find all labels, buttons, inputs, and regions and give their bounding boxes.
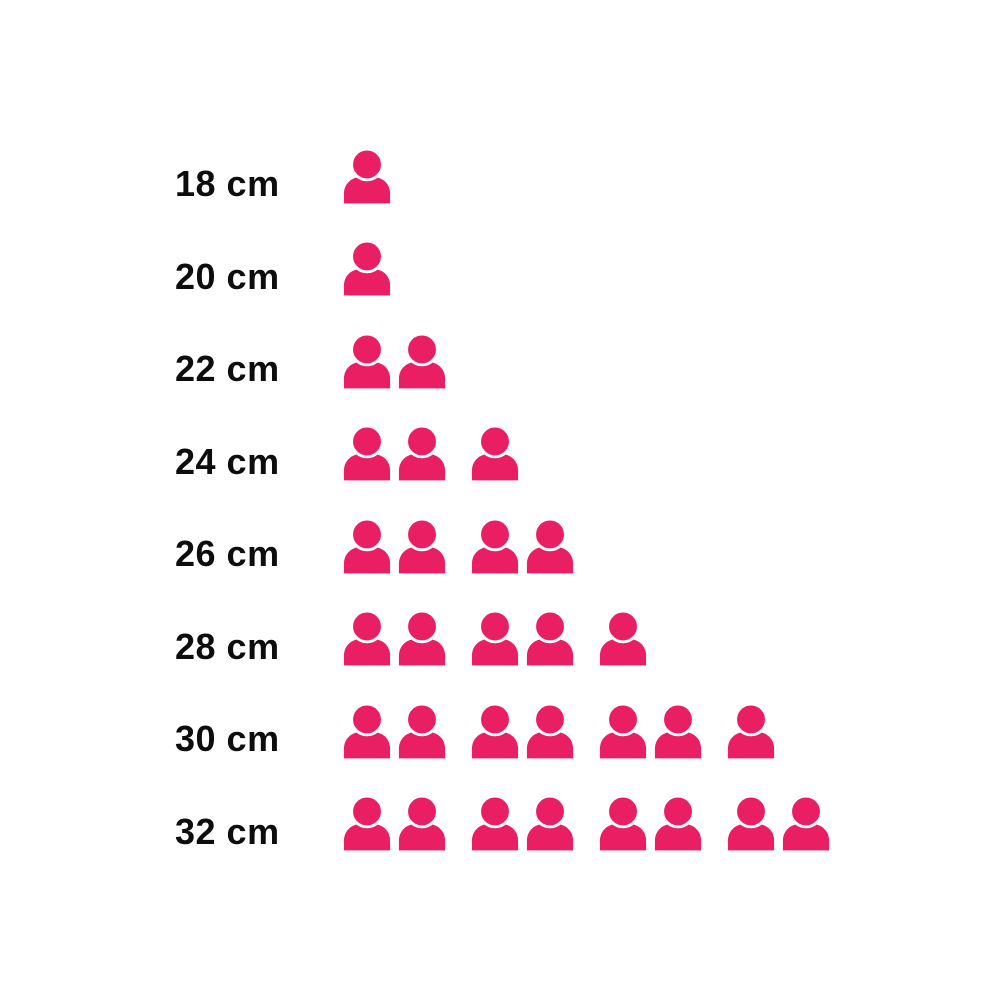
person-icon [398, 702, 446, 759]
person-icon [471, 517, 519, 574]
pictogram-row: 28 cm [175, 592, 831, 685]
person-icon [654, 794, 702, 851]
icon-pair-group [342, 332, 447, 389]
person-icon [343, 239, 391, 296]
person-icon [599, 794, 647, 851]
category-label: 32 cm [175, 810, 280, 852]
person-icon [471, 794, 519, 851]
icon-pair-group [726, 794, 831, 851]
icon-pair-group [342, 702, 447, 759]
icon-pair-group [342, 424, 447, 481]
icon-pair-group [342, 794, 447, 851]
icon-pair-group [470, 609, 575, 666]
pictogram-row: 32 cm [175, 777, 831, 870]
person-icon [727, 702, 775, 759]
person-icon [398, 794, 446, 851]
person-icon [526, 702, 574, 759]
person-icon [398, 517, 446, 574]
pictogram-row: 24 cm [175, 407, 831, 500]
person-icon [398, 332, 446, 389]
icon-row [342, 794, 831, 851]
icon-pair-group [342, 609, 447, 666]
category-label: 24 cm [175, 440, 280, 482]
person-icon [343, 424, 391, 481]
person-icon [599, 609, 647, 666]
person-icon [471, 702, 519, 759]
category-label: 28 cm [175, 625, 280, 667]
person-icon [343, 332, 391, 389]
category-label: 18 cm [175, 163, 280, 205]
icon-row [342, 424, 520, 481]
icon-pair-group [470, 517, 575, 574]
person-icon [343, 609, 391, 666]
person-icon [471, 609, 519, 666]
person-icon [398, 424, 446, 481]
person-icon [526, 609, 574, 666]
pictogram-row: 26 cm [175, 499, 831, 592]
pictogram-row: 30 cm [175, 684, 831, 777]
category-label: 20 cm [175, 255, 280, 297]
icon-pair-group [470, 424, 520, 481]
person-icon [343, 517, 391, 574]
person-icon [526, 517, 574, 574]
person-icon [398, 609, 446, 666]
person-icon [526, 794, 574, 851]
icon-row [342, 239, 392, 296]
person-icon [343, 702, 391, 759]
icon-pair-group [342, 147, 392, 204]
icon-pair-group [470, 794, 575, 851]
person-icon [343, 147, 391, 204]
icon-row [342, 609, 648, 666]
icon-pair-group [598, 702, 703, 759]
icon-pair-group [598, 609, 648, 666]
person-icon [343, 794, 391, 851]
icon-row [342, 702, 776, 759]
pictogram-row: 18 cm [175, 129, 831, 222]
icon-pair-group [342, 239, 392, 296]
icon-row [342, 517, 575, 574]
pictogram-row: 22 cm [175, 314, 831, 407]
icon-row [342, 147, 392, 204]
person-icon [727, 794, 775, 851]
category-label: 26 cm [175, 533, 280, 575]
person-icon [654, 702, 702, 759]
icon-pair-group [726, 702, 776, 759]
category-label: 30 cm [175, 718, 280, 760]
icon-pair-group [342, 517, 447, 574]
category-label: 22 cm [175, 348, 280, 390]
pictogram-chart: 18 cm 20 cm 22 cm 24 cm 26 cm 28 cm 30 cm 32 cm [175, 129, 831, 869]
person-icon [471, 424, 519, 481]
icon-pair-group [598, 794, 703, 851]
icon-pair-group [470, 702, 575, 759]
person-icon [599, 702, 647, 759]
icon-row [342, 332, 447, 389]
person-icon [782, 794, 830, 851]
pictogram-row: 20 cm [175, 222, 831, 315]
